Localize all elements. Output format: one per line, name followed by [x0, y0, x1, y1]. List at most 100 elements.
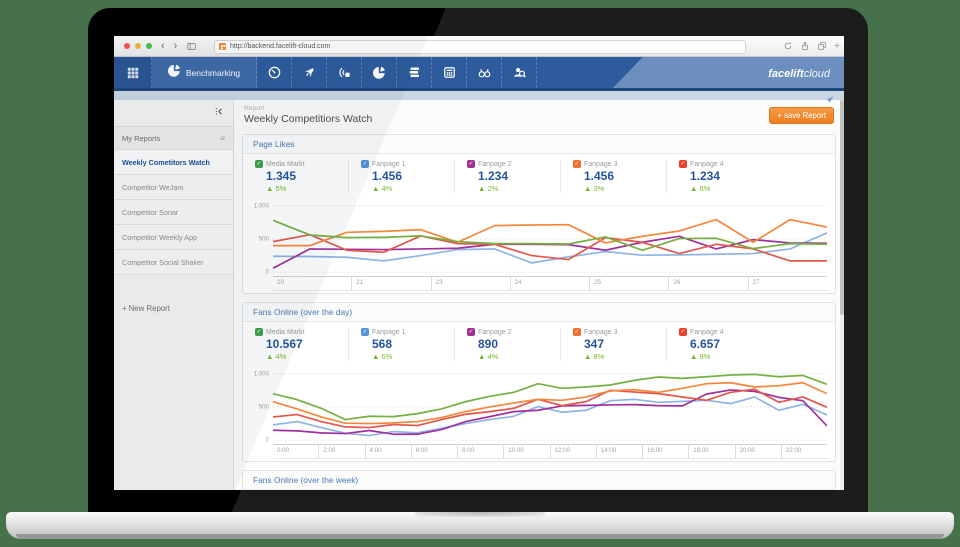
x-axis-label: 4:00	[364, 445, 411, 458]
legend-checkbox[interactable]: ✓	[467, 328, 475, 336]
legend-value: 1.234	[478, 169, 509, 183]
legend-item-top: ✓ Fanpage 3	[573, 160, 666, 168]
line-chart	[273, 205, 827, 273]
sidebar: My Reports ≡ Weekly Cometitors Watch Comp…	[114, 100, 234, 490]
broadcast-icon[interactable]	[327, 57, 362, 88]
sidebar-toggle-icon[interactable]	[186, 41, 197, 52]
legend-change: ▲ 4%	[478, 352, 499, 361]
legend-change: ▲ 3%	[584, 184, 605, 193]
legend-change: ▲ 4%	[372, 184, 393, 193]
legend-checkbox[interactable]: ✓	[573, 328, 581, 336]
scrollbar-thumb[interactable]	[840, 100, 844, 316]
legend-change: ▲ 9%	[690, 352, 711, 361]
page-title: Weekly Competitiors Watch	[244, 113, 373, 125]
user-search-icon[interactable]	[502, 57, 537, 88]
x-axis-label: 27	[747, 277, 827, 290]
apps-grid-icon[interactable]	[114, 57, 152, 88]
legend-value: 1.456	[584, 169, 615, 183]
legend-item: ✓ Fanpage 3 1.456 ▲ 3%	[560, 160, 666, 193]
collapse-sidebar-icon[interactable]	[214, 104, 225, 122]
refresh-icon[interactable]	[783, 41, 793, 51]
legend-value: 6.657	[690, 337, 721, 351]
screen: ‹ › http://backend.facelift-cloud.com	[114, 36, 844, 490]
pie-chart-icon[interactable]	[362, 57, 397, 88]
series-line	[273, 389, 827, 436]
legend-item-top: ✓ Fanpage 2	[467, 160, 560, 168]
laptop-screen-bezel: ‹ › http://backend.facelift-cloud.com	[88, 8, 868, 512]
minimize-window-button[interactable]	[135, 43, 141, 49]
browser-chrome: ‹ › http://backend.facelift-cloud.com	[114, 36, 844, 57]
rocket-icon[interactable]	[292, 57, 327, 88]
legend-item: ✓ Fanpage 4 1.234 ▲ 6%	[666, 160, 772, 193]
sidebar-item[interactable]: Competitor Sonar	[114, 200, 233, 225]
stack-icon[interactable]	[397, 57, 432, 88]
x-axis: 0:00 2:00 4:00 6:00 8:00 10:00 12:00 14:00 16:00…	[273, 444, 827, 459]
y-axis-label: 0	[265, 436, 269, 444]
x-axis-label: 21	[351, 277, 430, 290]
sidebar-item[interactable]: Weekly Cometitors Watch	[114, 150, 233, 175]
new-tab-icon[interactable]: +	[834, 40, 840, 52]
gauge-icon[interactable]	[257, 57, 292, 88]
main-area: Report Weekly Competitiors Watch + save …	[234, 100, 844, 490]
legend-item-top: ✓ Fanpage 1	[361, 328, 454, 336]
sidebar-item[interactable]: Competitor WeJam	[114, 175, 233, 200]
browser-back-button[interactable]: ‹	[161, 39, 165, 52]
y-axis-label: 0	[265, 268, 269, 276]
legend-item: ✓ Fanpage 4 6.657 ▲ 9%	[666, 328, 772, 361]
legend-item-top: ✓ Media Markt	[255, 328, 348, 336]
chart-area: 1.000 500 0	[243, 198, 835, 276]
brand-logo: faceliftcloud	[768, 68, 830, 80]
x-axis-label: 2:00	[318, 445, 364, 458]
x-axis-label: 14:00	[595, 445, 642, 458]
legend-item-top: ✓ Fanpage 2	[467, 328, 560, 336]
save-report-button[interactable]: + save Report	[769, 107, 834, 124]
browser-forward-button[interactable]: ›	[173, 39, 178, 52]
sidebar-item[interactable]: Competitor Weekly App	[114, 225, 233, 250]
panel-title: Page Likes	[243, 135, 835, 154]
x-axis-label: 23	[430, 277, 510, 290]
url-bar[interactable]: http://backend.facelift-cloud.com	[214, 39, 746, 54]
series-line	[273, 373, 827, 421]
nav-item-benchmarking[interactable]: Benchmarking	[152, 57, 257, 88]
my-reports-header: My Reports ≡	[114, 126, 233, 150]
legend-item: ✓ Fanpage 2 1.234 ▲ 2%	[454, 160, 560, 193]
zoom-window-button[interactable]	[146, 43, 152, 49]
legend-checkbox[interactable]: ✓	[679, 328, 687, 336]
share-icon[interactable]	[800, 41, 810, 51]
legend-checkbox[interactable]: ✓	[361, 160, 369, 168]
legend-checkbox[interactable]: ✓	[679, 160, 687, 168]
legend-checkbox[interactable]: ✓	[361, 328, 369, 336]
x-axis-label: 6:00	[410, 445, 457, 458]
legend-checkbox[interactable]: ✓	[467, 160, 475, 168]
x-axis-label: 20	[277, 279, 284, 286]
paper-plane-icon[interactable]	[825, 91, 834, 109]
calculator-icon[interactable]	[432, 57, 467, 88]
legend-item-top: ✓ Fanpage 1	[361, 160, 454, 168]
menu-icon[interactable]: ≡	[220, 133, 225, 143]
legend-change: ▲ 4%	[266, 352, 287, 361]
site-favicon	[219, 43, 226, 50]
legend-checkbox[interactable]: ✓	[573, 160, 581, 168]
tabs-icon[interactable]	[817, 41, 827, 51]
binoculars-icon[interactable]	[467, 57, 502, 88]
series-line	[273, 218, 827, 247]
sidebar-item[interactable]: Competitor Social Shaker	[114, 250, 233, 275]
new-report-button[interactable]: + New Report	[122, 303, 170, 313]
legend-item-top: ✓ Fanpage 4	[679, 160, 772, 168]
legend-checkbox[interactable]: ✓	[255, 328, 263, 336]
legend-change: ▲ 6%	[372, 352, 393, 361]
series-line	[273, 381, 827, 425]
legend-name: Fanpage 2	[478, 160, 512, 168]
series-line	[273, 232, 827, 264]
legend: ✓ Media Markt 1.345 ▲ 5% ✓ Fanpage 1 1.456 ▲ 4%…	[243, 154, 835, 198]
legend-item-top: ✓ Fanpage 3	[573, 328, 666, 336]
close-window-button[interactable]	[124, 43, 130, 49]
legend-checkbox[interactable]: ✓	[255, 160, 263, 168]
legend-value: 1.345	[266, 169, 297, 183]
panel: Fans Online (over the day) ✓ Media Markt 10…	[242, 302, 836, 462]
scrollbar-track[interactable]	[840, 100, 844, 490]
legend-item: ✓ Media Markt 1.345 ▲ 5%	[243, 160, 348, 193]
series-line	[273, 233, 827, 262]
legend-name: Fanpage 3	[584, 328, 618, 336]
report-header: Report Weekly Competitiors Watch + save …	[234, 100, 844, 134]
